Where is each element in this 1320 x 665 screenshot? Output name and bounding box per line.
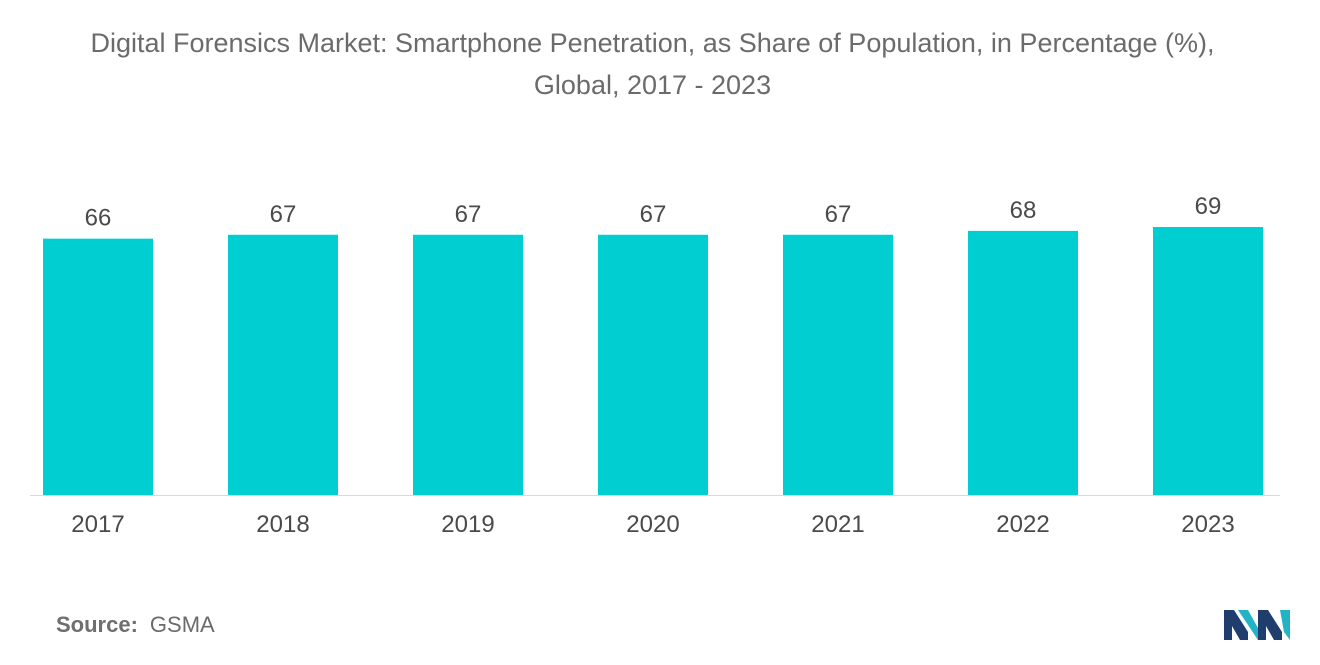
source-value: GSMA — [149, 612, 215, 637]
data-label-2020: 67 — [640, 201, 667, 228]
data-label-2023: 69 — [1195, 193, 1222, 220]
chart-title-line-2: Global, 2017 - 2023 — [533, 70, 772, 100]
source-label: Source: — [56, 612, 138, 637]
mordor-intelligence-logo-icon — [1224, 610, 1290, 640]
bar-2023 — [1153, 227, 1263, 495]
bar-2019 — [413, 234, 523, 495]
chart-title-line-1: Digital Forensics Market: Smartphone Pen… — [90, 28, 1215, 58]
bar-2017 — [43, 238, 153, 496]
data-label-2019: 67 — [455, 201, 482, 228]
bar-2022 — [968, 230, 1078, 495]
data-label-2018: 67 — [270, 201, 297, 228]
data-label-2021: 67 — [825, 201, 852, 228]
source-note: Source: GSMA — [56, 612, 215, 638]
x-tick-label-2019: 2019 — [441, 511, 494, 538]
chart-title: Digital Forensics Market: Smartphone Pen… — [0, 22, 1305, 106]
x-tick-label-2017: 2017 — [71, 511, 124, 538]
x-tick-label-2023: 2023 — [1181, 511, 1234, 538]
x-tick-label-2022: 2022 — [996, 511, 1049, 538]
bar-2020 — [598, 234, 708, 495]
bar-2018 — [228, 234, 338, 495]
data-label-2017: 66 — [85, 205, 112, 232]
x-tick-label-2018: 2018 — [256, 511, 309, 538]
x-tick-label-2021: 2021 — [811, 511, 864, 538]
bar-2021 — [783, 234, 893, 495]
data-label-2022: 68 — [1010, 197, 1037, 224]
x-tick-label-2020: 2020 — [626, 511, 679, 538]
